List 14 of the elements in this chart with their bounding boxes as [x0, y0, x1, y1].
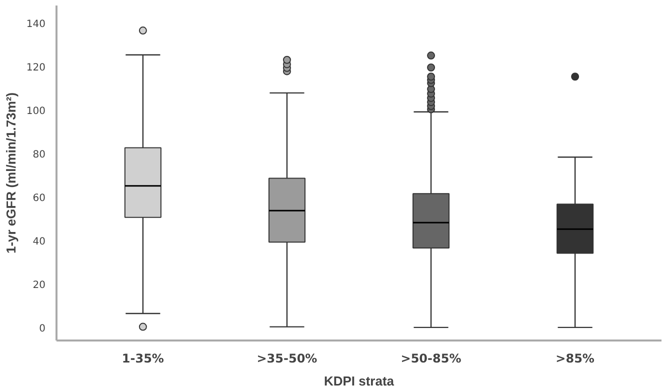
- x-tick-label: 1-35%: [122, 352, 164, 366]
- y-axis-title: 1-yr eGFR (ml/min/1.73m²): [3, 92, 18, 254]
- x-tick-label: >50-85%: [400, 352, 462, 366]
- y-tick-label: 80: [32, 149, 46, 160]
- y-tick-label: 40: [32, 236, 46, 248]
- y-tick-label: 120: [26, 62, 46, 74]
- x-tick-label: >35-50%: [256, 352, 318, 366]
- x-tick-label: >85%: [556, 352, 594, 366]
- y-tick-label: 0: [39, 323, 46, 334]
- y-tick-label: 140: [26, 18, 46, 30]
- y-tick-label: 100: [26, 106, 46, 117]
- x-axis-title: KDPI strata: [324, 374, 395, 388]
- y-tick-label: 60: [32, 192, 46, 204]
- y-tick-label: 20: [32, 280, 46, 291]
